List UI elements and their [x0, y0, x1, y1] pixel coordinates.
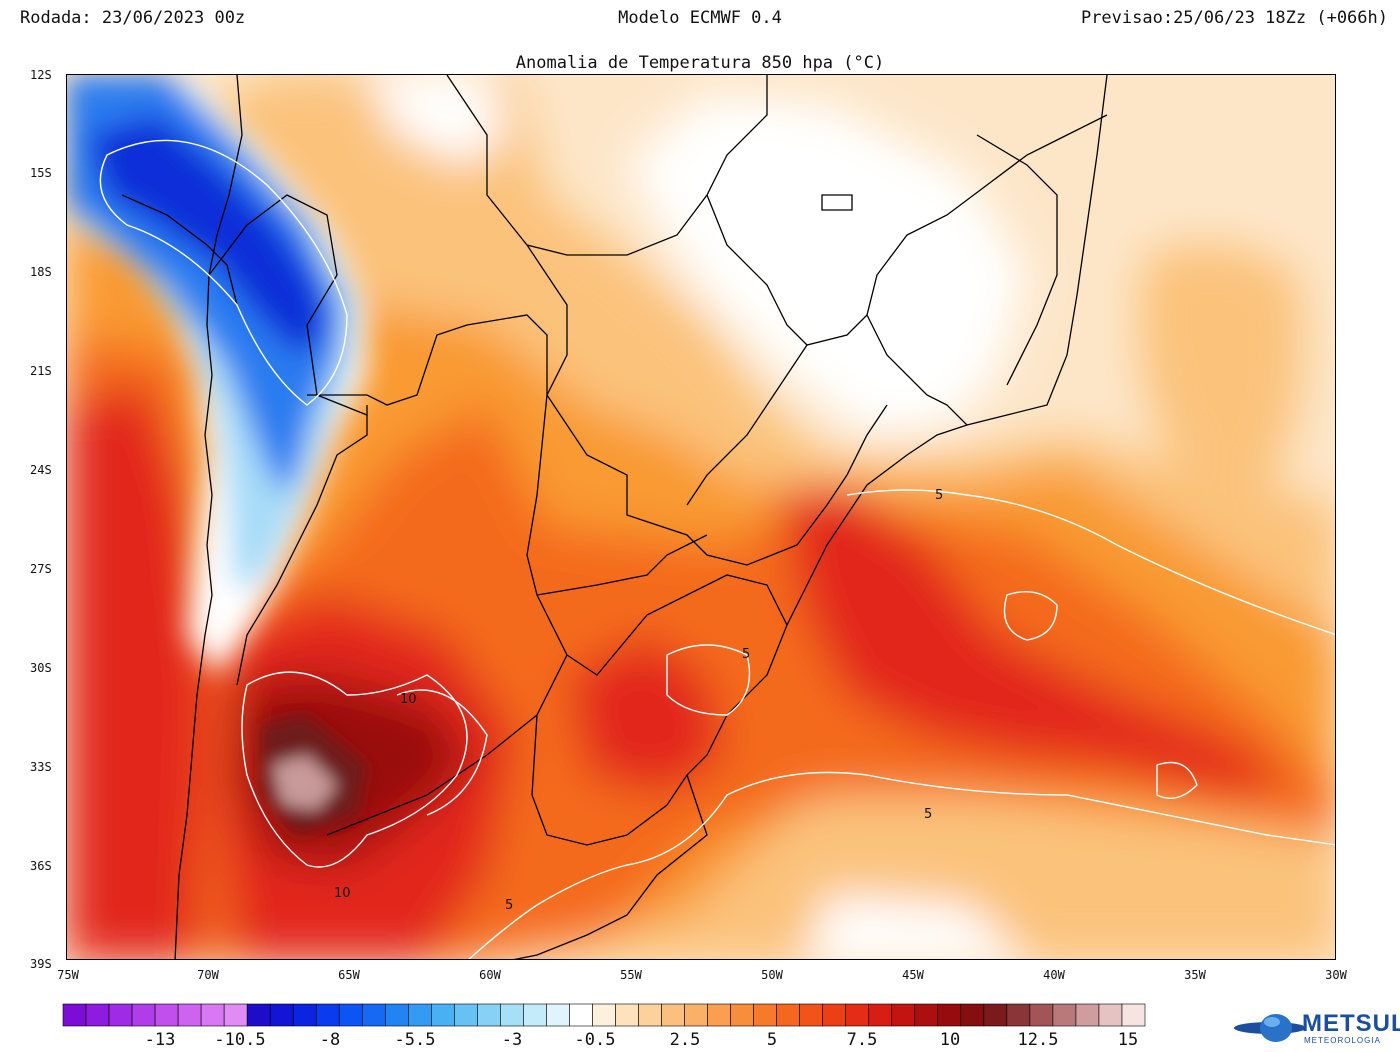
colorbar-swatch: [431, 1003, 455, 1027]
colorbar-swatch: [246, 1003, 271, 1027]
colorbar-swatch: [154, 1003, 179, 1027]
colorbar-swatch: [707, 1003, 731, 1027]
colorbar-label: 12.5: [1017, 1030, 1059, 1050]
colorbar-swatch: [753, 1003, 777, 1027]
colorbar-swatch: [1052, 1003, 1077, 1027]
colorbar-label: -0.5: [574, 1030, 616, 1050]
run-date: Rodada: 23/06/2023 00z: [20, 8, 246, 28]
lat-label: 36S: [30, 859, 52, 873]
colorbar-swatch: [85, 1003, 110, 1027]
colorbar-label: 10: [939, 1030, 961, 1050]
colorbar: [62, 1003, 1146, 1027]
anomaly-field: [67, 75, 1335, 959]
lat-label: 24S: [30, 463, 52, 477]
colorbar-swatch: [730, 1003, 754, 1027]
map-title: Anomalia de Temperatura 850 hpa (°C): [515, 53, 885, 73]
colorbar-swatch: [799, 1003, 824, 1027]
colorbar-swatch: [477, 1003, 501, 1027]
lon-label: 70W: [197, 968, 219, 982]
lat-label: 15S: [30, 166, 52, 180]
colorbar-swatch: [822, 1003, 847, 1027]
lon-label: 75W: [57, 968, 79, 982]
lat-label: 27S: [30, 562, 52, 576]
contour-label: 10: [334, 886, 351, 901]
colorbar-swatch: [523, 1003, 547, 1027]
colorbar-swatch: [845, 1003, 870, 1027]
colorbar-label: -8: [319, 1030, 341, 1050]
colorbar-label: -13: [144, 1030, 176, 1050]
colorbar-swatch: [1121, 1003, 1146, 1027]
colorbar-swatch: [384, 1003, 409, 1027]
anomaly-map: [66, 74, 1336, 960]
colorbar-swatch: [776, 1003, 800, 1027]
colorbar-label: 15: [1117, 1030, 1139, 1050]
lon-label: 40W: [1043, 968, 1065, 982]
political-borders: [121, 75, 1108, 959]
colorbar-swatch: [269, 1003, 294, 1027]
colorbar-label: -3: [501, 1030, 523, 1050]
colorbar-label: 7.5: [846, 1030, 878, 1050]
colorbar-swatch: [960, 1003, 985, 1027]
colorbar-swatch: [177, 1003, 202, 1027]
colorbar-swatch: [1075, 1003, 1100, 1027]
colorbar-swatch: [937, 1003, 962, 1027]
lat-label: 30S: [30, 661, 52, 675]
lon-label: 45W: [902, 968, 924, 982]
logo-text: METSUL: [1302, 1010, 1400, 1037]
contour-label: 5: [742, 647, 751, 662]
colorbar-swatch: [891, 1003, 916, 1027]
colorbar-swatch: [868, 1003, 893, 1027]
metsul-logo: [1234, 1014, 1306, 1042]
lat-label: 33S: [30, 760, 52, 774]
colorbar-swatch: [408, 1003, 432, 1027]
colorbar-swatch: [131, 1003, 156, 1027]
lon-label: 50W: [761, 968, 783, 982]
model-name: Modelo ECMWF 0.4: [618, 8, 782, 28]
colorbar-swatch: [983, 1003, 1008, 1027]
colorbar-swatch: [569, 1003, 593, 1027]
colorbar-swatch: [223, 1003, 248, 1027]
lon-label: 30W: [1325, 968, 1347, 982]
contour-lines: [99, 139, 1335, 959]
lon-label: 65W: [338, 968, 360, 982]
colorbar-swatch: [592, 1003, 616, 1027]
lat-label: 18S: [30, 265, 52, 279]
colorbar-label: 2.5: [669, 1030, 701, 1050]
contour-label: 5: [935, 488, 944, 503]
colorbar-label: 5: [766, 1030, 778, 1050]
lon-label: 60W: [479, 968, 501, 982]
field-layers: [67, 75, 1335, 959]
colorbar-swatch: [338, 1003, 363, 1027]
colorbar-swatch: [1006, 1003, 1031, 1027]
colorbar-swatch: [914, 1003, 939, 1027]
lat-label: 12S: [30, 68, 52, 82]
colorbar-swatch: [292, 1003, 317, 1027]
colorbar-swatch: [1098, 1003, 1123, 1027]
colorbar-swatch: [500, 1003, 524, 1027]
colorbar-swatch: [62, 1003, 87, 1027]
contour-label: 10: [400, 692, 417, 707]
colorbar-swatch: [546, 1003, 570, 1027]
colorbar-swatch: [315, 1003, 340, 1027]
colorbar-label: -10.5: [214, 1030, 266, 1050]
colorbar-label: -5.5: [394, 1030, 436, 1050]
colorbar-swatch: [361, 1003, 386, 1027]
contour-label: 5: [505, 898, 514, 913]
lat-label: 39S: [30, 957, 52, 971]
colorbar-swatch: [661, 1003, 685, 1027]
contour-label: 5: [924, 807, 933, 822]
colorbar-swatch: [684, 1003, 708, 1027]
lon-label: 35W: [1184, 968, 1206, 982]
lon-label: 55W: [620, 968, 642, 982]
colorbar-swatch: [1029, 1003, 1054, 1027]
colorbar-swatch: [638, 1003, 662, 1027]
colorbar-swatch: [454, 1003, 478, 1027]
forecast-time: Previsao:25/06/23 18Zz (+066h): [1080, 8, 1388, 28]
colorbar-swatch: [108, 1003, 133, 1027]
colorbar-swatch: [200, 1003, 225, 1027]
colorbar-swatch: [615, 1003, 639, 1027]
lat-label: 21S: [30, 364, 52, 378]
logo-subtext: METEOROLOGIA: [1304, 1036, 1381, 1045]
